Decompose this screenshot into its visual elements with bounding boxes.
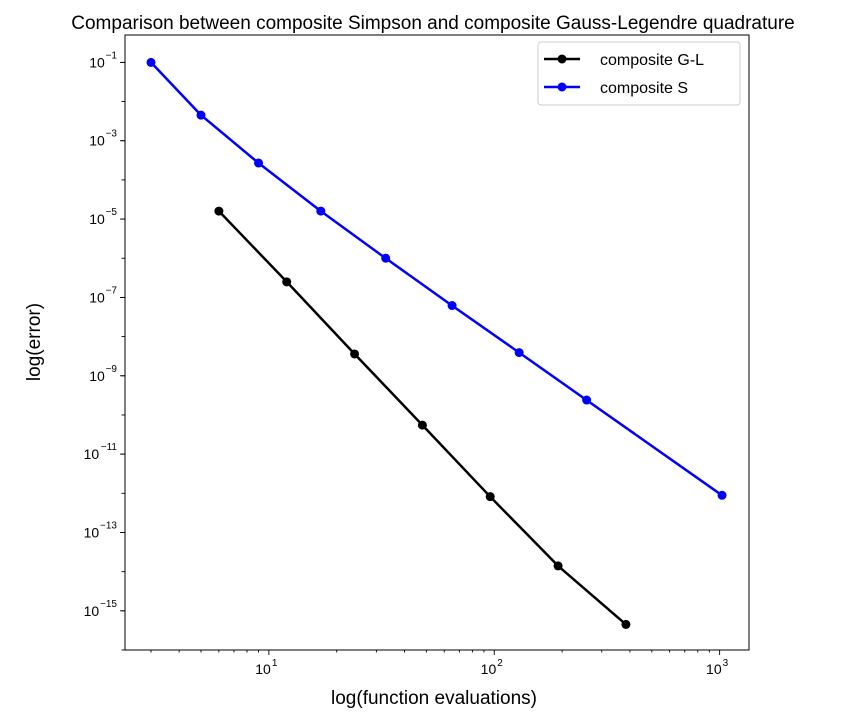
y-tick-label: 10	[89, 368, 105, 384]
y-tick-label: 10	[84, 446, 100, 462]
data-point	[214, 206, 224, 216]
series-layer	[146, 57, 727, 629]
y-tick-exponent: −15	[100, 599, 117, 610]
data-point	[514, 348, 524, 358]
legend-label-gl: composite G-L	[600, 52, 704, 69]
data-point	[717, 490, 727, 500]
data-point	[553, 561, 563, 571]
data-point	[316, 206, 326, 216]
data-point	[621, 619, 631, 629]
legend-marker-s	[557, 82, 567, 92]
y-tick-exponent: −1	[106, 50, 118, 61]
data-point	[350, 349, 360, 359]
y-axis-label: log(error)	[24, 303, 45, 381]
data-point	[447, 301, 457, 311]
y-tick-label: 10	[84, 524, 100, 540]
data-point	[196, 110, 206, 120]
plot-frame	[124, 34, 750, 651]
x-tick-exponent: 1	[272, 658, 278, 669]
y-tick-exponent: −11	[101, 442, 118, 453]
x-tick-exponent: 2	[497, 658, 503, 669]
data-point	[146, 57, 156, 67]
x-tick-exponent: 3	[723, 658, 729, 669]
x-tick-label: 10	[255, 661, 271, 677]
y-tick-label: 10	[89, 54, 105, 70]
y-tick-label: 10	[89, 133, 105, 149]
legend-label-s: composite S	[600, 80, 688, 97]
y-tick-label: 10	[89, 289, 105, 305]
x-axis-label: log(function evaluations)	[331, 688, 537, 709]
legend: composite G-L composite S	[537, 41, 741, 106]
x-tick-label: 10	[706, 661, 722, 677]
y-tick-exponent: −3	[106, 129, 118, 140]
data-point	[485, 492, 495, 502]
data-point	[417, 420, 427, 430]
x-axis-ticks: 10 1 10 2 10 3	[150, 650, 729, 677]
y-tick-exponent: −9	[106, 364, 118, 375]
y-tick-label: 10	[89, 211, 105, 227]
series-line-1	[150, 61, 723, 497]
data-point	[282, 277, 292, 287]
data-point	[254, 158, 264, 168]
legend-marker-gl	[557, 54, 567, 64]
y-tick-exponent: −13	[100, 520, 117, 531]
series-line-0	[217, 210, 627, 626]
data-point	[381, 253, 391, 263]
y-tick-label: 10	[84, 603, 100, 619]
x-tick-label: 10	[481, 661, 497, 677]
y-tick-exponent: −7	[106, 285, 118, 296]
chart-title: Comparison between composite Simpson and…	[71, 13, 794, 34]
data-point	[582, 395, 592, 405]
y-tick-exponent: −5	[106, 207, 118, 218]
legend-box	[537, 41, 741, 106]
